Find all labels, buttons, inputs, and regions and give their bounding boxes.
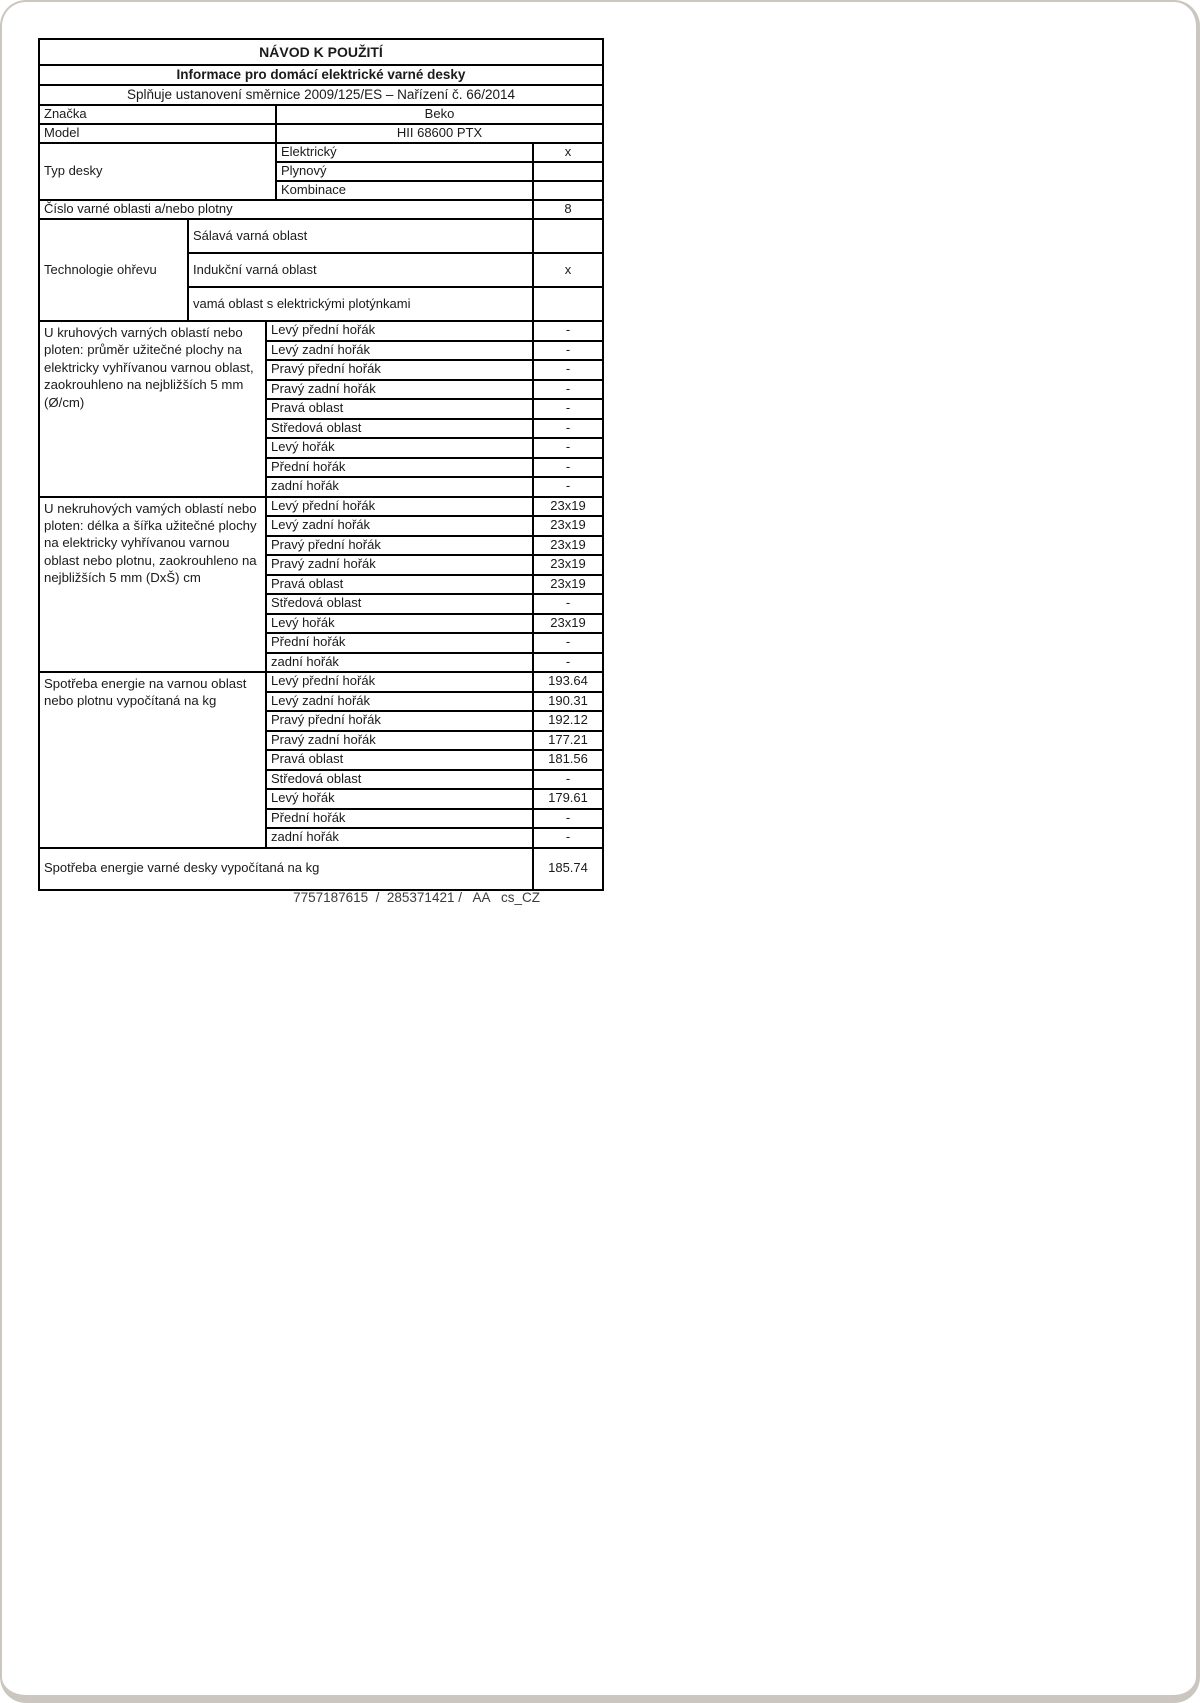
zones-count-value: 8 <box>534 201 602 218</box>
zone-value: - <box>534 341 602 359</box>
total-energy-value: 185.74 <box>534 848 602 889</box>
total-energy-label: Spotřeba energie varné desky vypočítaná … <box>40 848 532 889</box>
hob-type-value <box>534 182 602 199</box>
product-fiche-table: NÁVOD K POUŽITÍ Informace pro domácí ele… <box>38 38 604 891</box>
zone-label: Přední hořák <box>267 809 532 827</box>
zone-value: 23x19 <box>534 556 602 574</box>
zone-label: Levý přední hořák <box>267 497 532 515</box>
doc-directive: Splňuje ustanovení směrnice 2009/125/ES … <box>40 86 602 104</box>
zone-value: - <box>534 380 602 398</box>
heating-tech-option: vamá oblast s elektrickými plotýnkami <box>189 288 532 320</box>
zone-label: Přední hořák <box>267 458 532 476</box>
zone-label: Pravý zadní hořák <box>267 556 532 574</box>
zone-value: 193.64 <box>534 673 602 691</box>
zone-value: 179.61 <box>534 790 602 808</box>
section-energy-per-zone: Spotřeba energie na varnou oblast nebo p… <box>40 673 602 847</box>
zone-value: - <box>534 653 602 671</box>
zone-label: Levý hořák <box>267 614 532 632</box>
heating-tech-option: Sálavá varná oblast <box>189 220 532 252</box>
zone-label: Přední hořák <box>267 634 532 652</box>
brand-value: Beko <box>277 106 602 123</box>
zone-value: 177.21 <box>534 731 602 749</box>
doc-subtitle: Informace pro domácí elektrické varné de… <box>40 66 602 84</box>
hob-type-option: Elektrický <box>277 144 532 161</box>
zone-value: - <box>534 419 602 437</box>
zone-value: - <box>534 400 602 418</box>
brand-label: Značka <box>40 106 275 123</box>
hob-type-value <box>534 163 602 180</box>
zone-label: Pravý přední hořák <box>267 712 532 730</box>
zone-value: 190.31 <box>534 692 602 710</box>
zone-label: Levý hořák <box>267 790 532 808</box>
zone-label: Pravý zadní hořák <box>267 731 532 749</box>
section-label: U kruhových varných oblastí nebo ploten:… <box>40 322 265 496</box>
heating-tech-label: Technologie ohřevu <box>40 220 187 320</box>
heating-tech-value <box>534 220 602 252</box>
zone-label: zadní hořák <box>267 478 532 496</box>
header-block: NÁVOD K POUŽITÍ Informace pro domácí ele… <box>40 40 602 104</box>
zone-value: - <box>534 478 602 496</box>
zone-label: Pravá oblast <box>267 400 532 418</box>
zone-label: Levý zadní hořák <box>267 517 532 535</box>
zone-label: Středová oblast <box>267 419 532 437</box>
zone-label: Pravý zadní hořák <box>267 380 532 398</box>
heating-tech-block: Technologie ohřevu Sálavá varná oblast I… <box>40 220 602 320</box>
doc-footer-code: 7757187615 / 285371421 / AA cs_CZ <box>293 890 540 905</box>
model-label: Model <box>40 125 275 142</box>
hob-type-option: Plynový <box>277 163 532 180</box>
section-label: Spotřeba energie na varnou oblast nebo p… <box>40 673 265 847</box>
zone-value: - <box>534 322 602 340</box>
zone-label: Levý přední hořák <box>267 322 532 340</box>
zone-label: Levý přední hořák <box>267 673 532 691</box>
brand-model-block: Značka Beko Model HII 68600 PTX <box>40 106 602 142</box>
zone-label: zadní hořák <box>267 653 532 671</box>
zone-value: - <box>534 770 602 788</box>
heating-tech-option: Indukční varná oblast <box>189 254 532 286</box>
hob-type-block: Typ desky Elektrický x Plynový Kombinace <box>40 144 602 199</box>
doc-title: NÁVOD K POUŽITÍ <box>40 40 602 64</box>
section-noncircular-zones: U nekruhových vamých oblastí nebo ploten… <box>40 497 602 671</box>
zone-value: - <box>534 595 602 613</box>
zone-label: Středová oblast <box>267 770 532 788</box>
total-energy-block: Spotřeba energie varné desky vypočítaná … <box>40 848 602 889</box>
heating-tech-value: x <box>534 254 602 286</box>
zone-label: Středová oblast <box>267 595 532 613</box>
zone-value: 23x19 <box>534 536 602 554</box>
zone-value: 23x19 <box>534 517 602 535</box>
section-label: U nekruhových vamých oblastí nebo ploten… <box>40 497 265 671</box>
zones-count-block: Číslo varné oblasti a/nebo plotny 8 <box>40 201 602 218</box>
zone-value: - <box>534 361 602 379</box>
zone-value: 192.12 <box>534 712 602 730</box>
section-round-zones: U kruhových varných oblastí nebo ploten:… <box>40 322 602 496</box>
zone-value: - <box>534 458 602 476</box>
model-value: HII 68600 PTX <box>277 125 602 142</box>
zone-label: Levý zadní hořák <box>267 692 532 710</box>
zone-value: 23x19 <box>534 614 602 632</box>
hob-type-value: x <box>534 144 602 161</box>
zone-value: - <box>534 809 602 827</box>
zone-value: 23x19 <box>534 497 602 515</box>
zones-count-label: Číslo varné oblasti a/nebo plotny <box>40 201 532 218</box>
zone-value: 181.56 <box>534 751 602 769</box>
zone-label: Levý hořák <box>267 439 532 457</box>
zone-label: Levý zadní hořák <box>267 341 532 359</box>
zone-value: - <box>534 439 602 457</box>
zone-value: - <box>534 829 602 847</box>
heating-tech-value <box>534 288 602 320</box>
zone-label: zadní hořák <box>267 829 532 847</box>
zone-value: - <box>534 634 602 652</box>
zone-label: Pravý přední hořák <box>267 536 532 554</box>
zone-value: 23x19 <box>534 575 602 593</box>
hob-type-label: Typ desky <box>40 144 275 199</box>
zone-label: Pravá oblast <box>267 575 532 593</box>
zone-label: Pravá oblast <box>267 751 532 769</box>
zone-label: Pravý přední hořák <box>267 361 532 379</box>
hob-type-option: Kombinace <box>277 182 532 199</box>
